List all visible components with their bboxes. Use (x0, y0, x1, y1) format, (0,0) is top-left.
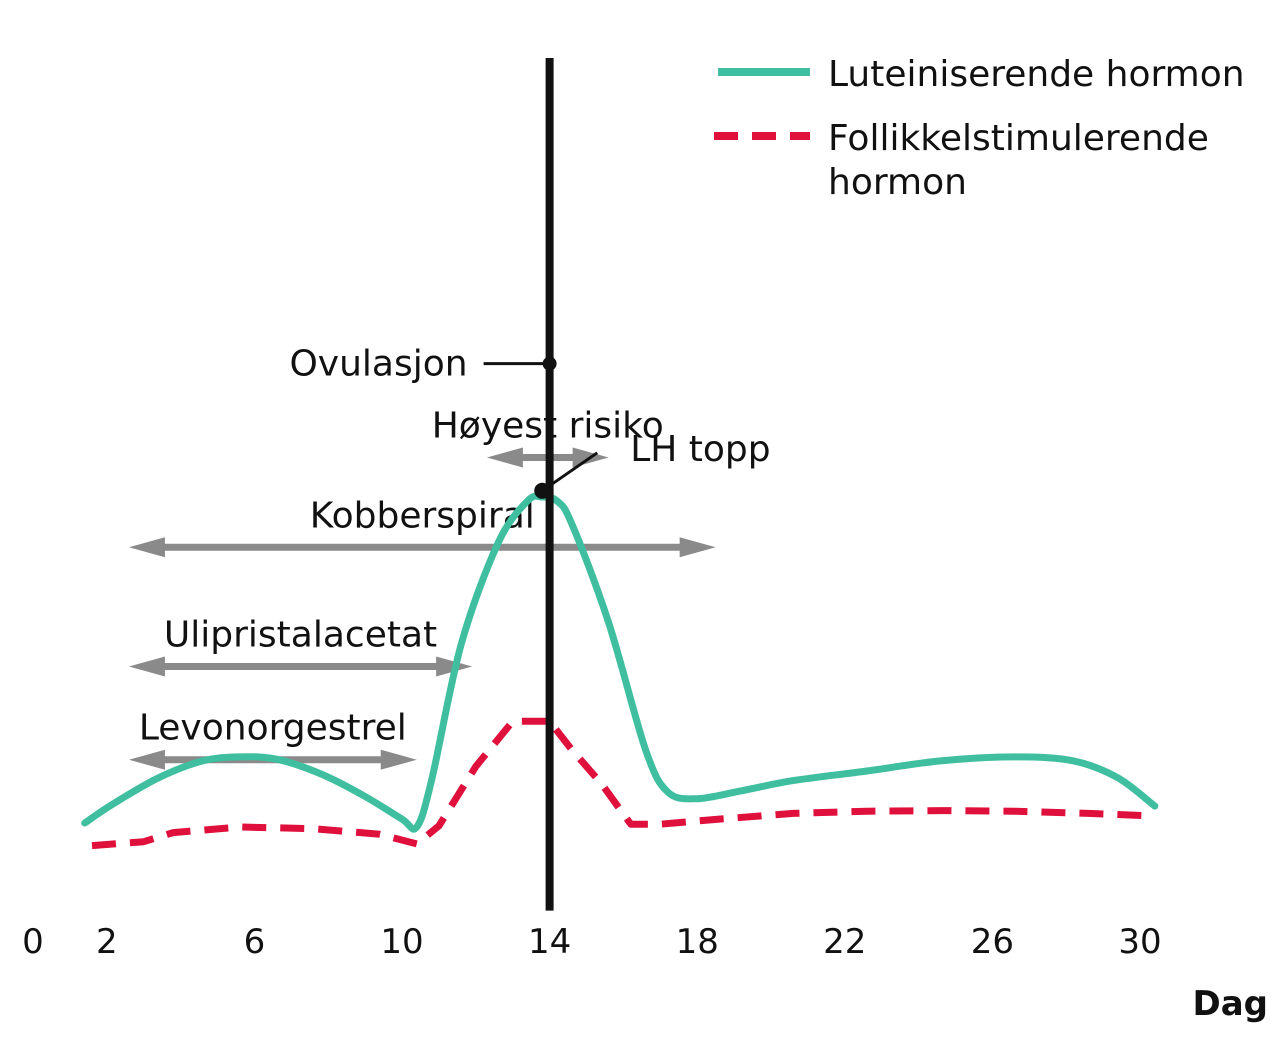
arrow-left-icon (128, 749, 165, 770)
annotations: Ovulasjon LH topp (289, 344, 771, 499)
legend-label-lh: Luteiniserende hormon (828, 54, 1245, 95)
x-tick-label: 6 (244, 922, 266, 962)
arrow-right-icon (380, 749, 417, 770)
x-tick-label: 18 (676, 922, 719, 962)
x-tick-label: 0 (22, 922, 44, 962)
arrow-left-icon (128, 537, 165, 558)
legend-label-fsh: Follikkelstimulerende hormon (828, 118, 1209, 203)
legend: Luteiniserende hormon Follikkelstimuleren… (714, 54, 1245, 203)
x-axis-ticks: 0 2 6 10 14 18 22 26 30 (22, 922, 1161, 962)
lh-peak-point (534, 482, 551, 499)
series-follikkelstimulerende-hormon (91, 717, 1148, 850)
x-tick-label: 2 (96, 922, 118, 962)
range-label: Ulipristalacetat (164, 615, 437, 656)
range-label: Levonorgestrel (139, 708, 407, 749)
x-axis-label: Dag (1192, 984, 1268, 1024)
annotation-ovulation: Ovulasjon (289, 344, 467, 385)
arrow-left-icon (128, 656, 165, 677)
arrow-right-icon (679, 537, 716, 558)
range-kobberspiral: Kobberspiral (128, 495, 716, 558)
range-arrows: Høyest risikoKobberspiralUlipristalaceta… (128, 405, 716, 770)
x-tick-label: 10 (380, 922, 423, 962)
range-label: Kobberspiral (310, 495, 535, 536)
lh-peak-leader-line (541, 451, 599, 493)
ovulation-point (542, 356, 557, 371)
arrow-left-icon (486, 447, 523, 468)
x-tick-label: 30 (1118, 922, 1161, 962)
x-tick-label: 26 (971, 922, 1014, 962)
range-ulipristalacetat: Ulipristalacetat (128, 615, 473, 677)
annotation-lh-peak: LH topp (630, 429, 770, 470)
x-tick-label: 22 (823, 922, 866, 962)
x-tick-label: 14 (528, 922, 571, 962)
